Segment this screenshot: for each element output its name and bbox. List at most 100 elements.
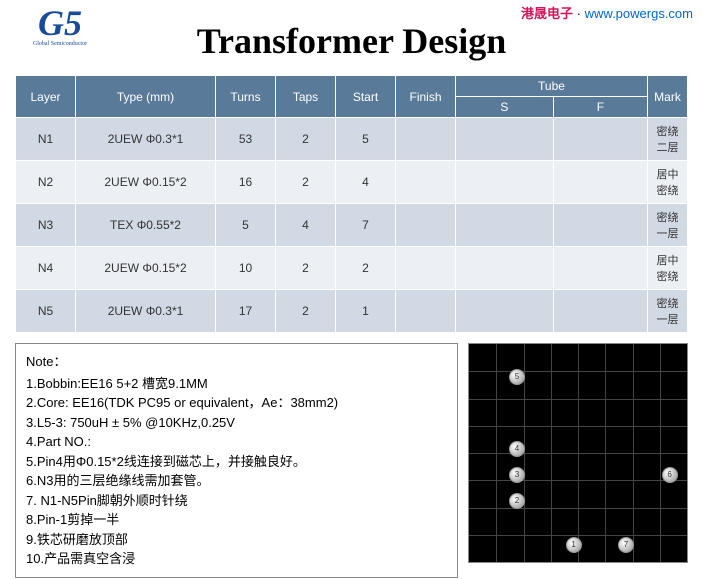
- note-item: 7. N1-N5Pin脚朝外顺时针绕: [26, 491, 447, 511]
- cell-f: [553, 161, 647, 204]
- col-finish: Finish: [396, 76, 456, 118]
- cell-s: [456, 118, 554, 161]
- cell-type: TEX Φ0.55*2: [76, 204, 216, 247]
- cell-f: [553, 118, 647, 161]
- cell-turns: 17: [216, 290, 276, 333]
- cell-taps: 4: [276, 204, 336, 247]
- note-item: 2.Core: EE16(TDK PC95 or equivalent，Ae：3…: [26, 393, 447, 413]
- cell-type: 2UEW Φ0.15*2: [76, 247, 216, 290]
- cell-taps: 2: [276, 118, 336, 161]
- pin-3: 3: [509, 467, 525, 483]
- cell-s: [456, 161, 554, 204]
- website-cn: 港晟电子: [521, 6, 573, 21]
- cell-start: 5: [336, 118, 396, 161]
- winding-table: Layer Type (mm) Turns Taps Start Finish …: [15, 75, 688, 333]
- cell-layer: N3: [16, 204, 76, 247]
- note-item: 8.Pin-1剪掉一半: [26, 510, 447, 530]
- grid-line: [469, 535, 687, 536]
- cell-layer: N1: [16, 118, 76, 161]
- pin-diagram: 5 4 3 2 1 7 6: [468, 343, 688, 563]
- cell-finish: [396, 290, 456, 333]
- cell-layer: N5: [16, 290, 76, 333]
- bottom-section: Note： 1.Bobbin:EE16 5+2 槽宽9.1MM2.Core: E…: [0, 343, 703, 578]
- table-row: N22UEW Φ0.15*21624 居中密绕: [16, 161, 688, 204]
- note-item: 10.产品需真空含浸: [26, 549, 447, 569]
- cell-start: 4: [336, 161, 396, 204]
- note-item: 3.L5-3: 750uH ± 5% @10KHz,0.25V: [26, 413, 447, 433]
- pin-7: 7: [618, 537, 634, 553]
- cell-start: 1: [336, 290, 396, 333]
- cell-mark: 居中密绕: [648, 247, 688, 290]
- col-type: Type (mm): [76, 76, 216, 118]
- col-mark: Mark: [648, 76, 688, 118]
- table-row: N3TEX Φ0.55*2547 密绕一层: [16, 204, 688, 247]
- logo-subtitle: Global Semiconductor: [25, 41, 95, 47]
- note-item: 4.Part NO.:: [26, 432, 447, 452]
- pin-2: 2: [509, 493, 525, 509]
- notes-list: 1.Bobbin:EE16 5+2 槽宽9.1MM2.Core: EE16(TD…: [26, 374, 447, 569]
- cell-taps: 2: [276, 161, 336, 204]
- cell-type: 2UEW Φ0.15*2: [76, 161, 216, 204]
- cell-turns: 10: [216, 247, 276, 290]
- col-tube-f: F: [553, 97, 647, 118]
- cell-finish: [396, 247, 456, 290]
- website-label: 港晟电子 · www.powergs.com: [521, 3, 693, 22]
- logo: G5 Global Semiconductor: [25, 5, 95, 47]
- notes-title: Note：: [26, 352, 447, 372]
- cell-mark: 密绕一层: [648, 290, 688, 333]
- cell-f: [553, 247, 647, 290]
- cell-s: [456, 290, 554, 333]
- cell-mark: 密绕一层: [648, 204, 688, 247]
- cell-turns: 53: [216, 118, 276, 161]
- cell-s: [456, 247, 554, 290]
- note-item: 6.N3用的三层绝缘线需加套管。: [26, 471, 447, 491]
- cell-f: [553, 290, 647, 333]
- cell-taps: 2: [276, 290, 336, 333]
- cell-layer: N4: [16, 247, 76, 290]
- cell-finish: [396, 161, 456, 204]
- cell-start: 2: [336, 247, 396, 290]
- col-layer: Layer: [16, 76, 76, 118]
- cell-taps: 2: [276, 247, 336, 290]
- cell-turns: 5: [216, 204, 276, 247]
- table-row: N12UEW Φ0.3*15325 密绕二层: [16, 118, 688, 161]
- col-tube-s: S: [456, 97, 554, 118]
- grid-line: [605, 344, 606, 562]
- grid-line: [578, 344, 579, 562]
- table-head: Layer Type (mm) Turns Taps Start Finish …: [16, 76, 688, 118]
- cell-turns: 16: [216, 161, 276, 204]
- col-taps: Taps: [276, 76, 336, 118]
- winding-table-wrap: Layer Type (mm) Turns Taps Start Finish …: [0, 70, 703, 343]
- grid-line: [469, 480, 687, 481]
- col-tube: Tube: [456, 76, 648, 97]
- table-row: N52UEW Φ0.3*11721 密绕一层: [16, 290, 688, 333]
- note-item: 5.Pin4用Φ0.15*2线连接到磁芯上，并接触良好。: [26, 452, 447, 472]
- cell-mark: 密绕二层: [648, 118, 688, 161]
- pin-6: 6: [662, 467, 678, 483]
- cell-start: 7: [336, 204, 396, 247]
- pin-4: 4: [509, 441, 525, 457]
- cell-type: 2UEW Φ0.3*1: [76, 290, 216, 333]
- cell-type: 2UEW Φ0.3*1: [76, 118, 216, 161]
- cell-mark: 居中密绕: [648, 161, 688, 204]
- cell-finish: [396, 204, 456, 247]
- notes-box: Note： 1.Bobbin:EE16 5+2 槽宽9.1MM2.Core: E…: [15, 343, 458, 578]
- note-item: 9.铁芯研磨放顶部: [26, 530, 447, 550]
- grid-line: [469, 508, 687, 509]
- grid-line: [633, 344, 634, 562]
- cell-layer: N2: [16, 161, 76, 204]
- cell-finish: [396, 118, 456, 161]
- pin-5: 5: [509, 369, 525, 385]
- grid-line: [660, 344, 661, 562]
- table-body: N12UEW Φ0.3*15325密绕二层N22UEW Φ0.15*21624居…: [16, 118, 688, 333]
- logo-text: G5: [25, 5, 95, 41]
- pin-1: 1: [566, 537, 582, 553]
- cell-s: [456, 204, 554, 247]
- col-start: Start: [336, 76, 396, 118]
- website-url: www.powergs.com: [585, 6, 693, 21]
- cell-f: [553, 204, 647, 247]
- header: G5 Global Semiconductor Transformer Desi…: [0, 0, 703, 70]
- table-row: N42UEW Φ0.15*21022居中密绕: [16, 247, 688, 290]
- note-item: 1.Bobbin:EE16 5+2 槽宽9.1MM: [26, 374, 447, 394]
- col-turns: Turns: [216, 76, 276, 118]
